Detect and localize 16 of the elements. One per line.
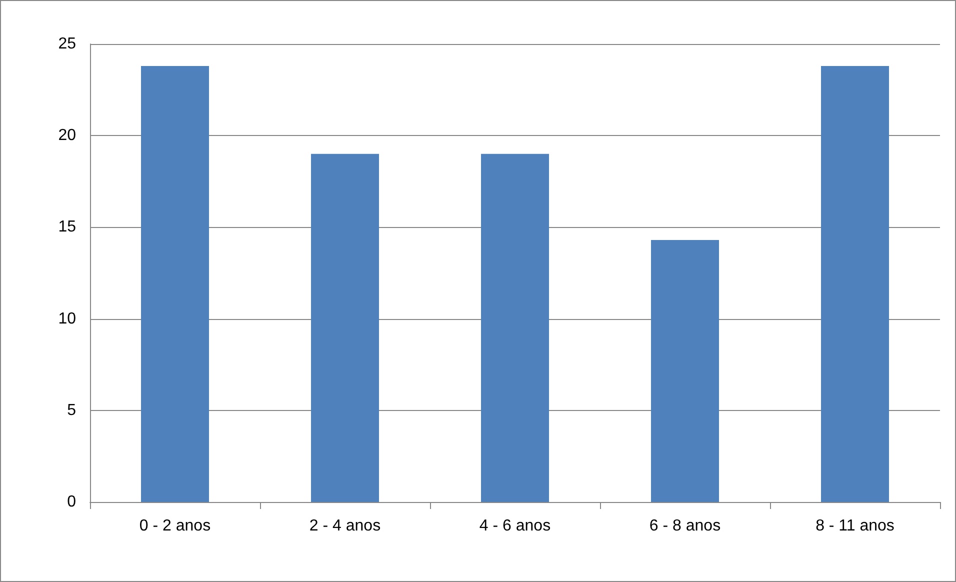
- x-tick-label: 0 - 2 anos: [139, 518, 211, 534]
- x-tick-label: 8 - 11 anos: [816, 518, 894, 534]
- bar: [141, 66, 209, 502]
- bar: [821, 66, 889, 502]
- y-tick-label: 25: [58, 36, 76, 52]
- bar: [311, 154, 379, 502]
- y-tick-label: 0: [67, 494, 76, 510]
- y-tick-label: 10: [58, 310, 76, 328]
- bar: [651, 240, 719, 502]
- x-tick-label: 4 - 6 anos: [479, 518, 551, 534]
- bar: [481, 154, 549, 502]
- x-tick-label: 6 - 8 anos: [649, 518, 721, 534]
- y-tick-label: 15: [58, 218, 76, 236]
- y-tick-label: 5: [67, 402, 76, 419]
- x-tick-label: 2 - 4 anos: [309, 518, 381, 534]
- y-tick-label: 20: [58, 127, 76, 144]
